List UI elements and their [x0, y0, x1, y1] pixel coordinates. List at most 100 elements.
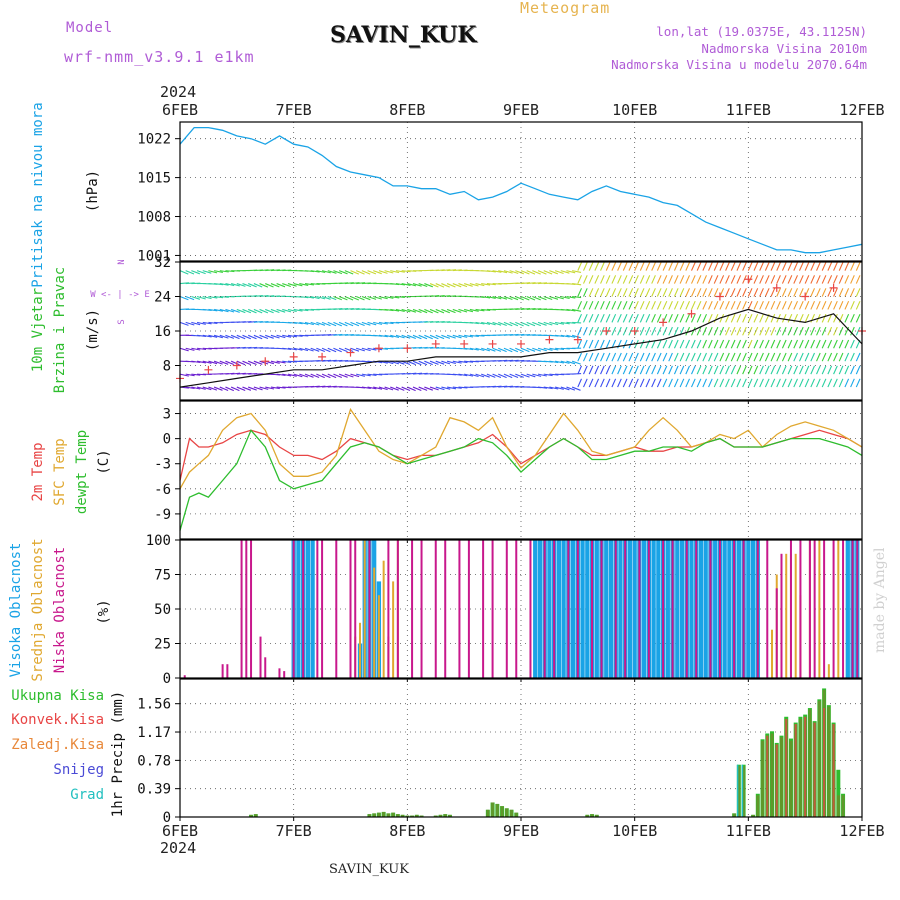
wind-barb [543, 373, 553, 377]
freezing-rain-bar [585, 814, 589, 817]
wind-barb [344, 347, 354, 353]
wind-barb [293, 283, 303, 287]
wind-barb [827, 275, 833, 284]
freezing-rain-bar [401, 814, 405, 817]
wind-barb [736, 378, 742, 388]
wind-barb [276, 283, 286, 288]
wind-barb [481, 373, 490, 378]
station-title: SAVIN_KUK [330, 22, 477, 48]
wind-barb [282, 360, 292, 364]
wind-barb [236, 308, 246, 314]
wind-barb [583, 313, 588, 323]
high-cloud-bar [537, 540, 543, 678]
wind-barb [390, 386, 399, 391]
wind-barb [605, 365, 611, 375]
wind-barb [651, 300, 656, 310]
wind-barb [503, 321, 513, 327]
wind-barb [685, 300, 691, 310]
high-cloud-bar [618, 540, 623, 678]
freezing-rain-bar [254, 814, 258, 817]
wind-barb [247, 334, 257, 340]
low-cloud-bar [505, 540, 508, 678]
wind-barb [747, 300, 753, 310]
wind-barb [242, 360, 252, 366]
wind-barb [412, 334, 422, 340]
wind-barb [821, 313, 827, 323]
wind-barb [253, 334, 263, 340]
wind-barb [600, 275, 605, 284]
temperature-unit: (C) [96, 449, 112, 474]
wind-barb [481, 347, 490, 352]
wind-barb [600, 262, 605, 271]
gust-marker [431, 339, 440, 348]
wind-barb [605, 275, 611, 284]
wind-barb [827, 378, 833, 388]
wind-barb [549, 373, 559, 376]
wind-barb [645, 288, 651, 297]
wind-barb [560, 386, 570, 391]
wind-barb [668, 339, 673, 349]
y-tick-label: 50 [154, 602, 171, 618]
wind-barb [424, 320, 434, 323]
wind-barb [673, 262, 679, 271]
wind-barb [327, 359, 337, 362]
wind-barb [350, 373, 360, 378]
wind-barb [611, 262, 617, 271]
wind-barb [367, 295, 377, 300]
wind-barb [304, 295, 314, 299]
wind-barb [850, 326, 855, 336]
high-cloud-bar [736, 540, 741, 678]
wind-barb [577, 313, 583, 323]
gust-marker [232, 361, 241, 370]
wind-barb [515, 270, 524, 275]
wind-barb [810, 339, 816, 349]
wind-barb [787, 262, 793, 271]
wind-barb [759, 275, 764, 284]
wind-barb [549, 295, 559, 300]
wind-barb [776, 339, 781, 349]
gust-marker [573, 335, 582, 344]
wind-barb [668, 378, 673, 388]
wind-barb [634, 365, 639, 375]
wind-barb [651, 378, 656, 388]
wind-barb [373, 270, 382, 275]
wind-barb [804, 313, 810, 323]
wind-barb [736, 275, 742, 284]
wind-barb [821, 326, 827, 336]
graupel-bar [736, 764, 739, 817]
wind-barb [594, 275, 600, 284]
wind-barb [458, 373, 468, 377]
wind-barb [594, 326, 600, 336]
wind-barb [498, 373, 507, 379]
wind-barb [793, 378, 799, 388]
wind-barb [753, 262, 759, 271]
wind-barb [486, 347, 496, 352]
wind-barb [515, 333, 525, 336]
wind-barb [230, 386, 240, 392]
wind-barb [219, 295, 229, 298]
wind-barb [350, 308, 360, 310]
wind-barb [390, 270, 400, 274]
wind-barb [435, 386, 445, 391]
wind-barb [555, 347, 565, 350]
mid-cloud-bar [392, 581, 395, 678]
wind-barb [418, 283, 428, 288]
wind-barb [588, 352, 594, 362]
wind-barb [208, 295, 218, 299]
wind-barb [407, 334, 416, 340]
wind-barb [622, 275, 628, 284]
high-cloud-bar [561, 540, 566, 678]
wind-barb [418, 308, 428, 314]
wind-barb [356, 373, 366, 377]
wind-barb [395, 308, 405, 313]
wind-barb [656, 352, 662, 362]
wind-barb [412, 386, 422, 392]
wind-barb [577, 339, 583, 349]
wind-barb [736, 262, 742, 271]
wind-barb [645, 365, 651, 375]
wind-barb [827, 300, 833, 310]
wind-barb [361, 270, 371, 275]
wind-barb [821, 300, 827, 310]
freezing-rain-bar [808, 709, 812, 817]
wind-barb [361, 295, 371, 301]
